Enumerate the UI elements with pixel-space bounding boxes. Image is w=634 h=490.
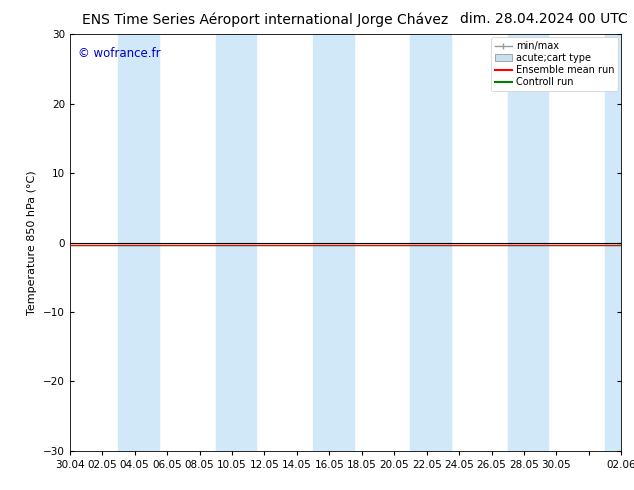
Bar — [313, 34, 354, 451]
Bar — [508, 34, 548, 451]
Text: © wofrance.fr: © wofrance.fr — [78, 47, 160, 60]
Bar — [119, 34, 159, 451]
Text: ENS Time Series Aéroport international Jorge Chávez: ENS Time Series Aéroport international J… — [82, 12, 449, 27]
Text: dim. 28.04.2024 00 UTC: dim. 28.04.2024 00 UTC — [460, 12, 628, 26]
Legend: min/max, acute;cart type, Ensemble mean run, Controll run: min/max, acute;cart type, Ensemble mean … — [491, 37, 618, 91]
Bar — [410, 34, 451, 451]
Y-axis label: Temperature 850 hPa (°C): Temperature 850 hPa (°C) — [27, 170, 37, 315]
Bar — [216, 34, 256, 451]
Bar — [605, 34, 634, 451]
